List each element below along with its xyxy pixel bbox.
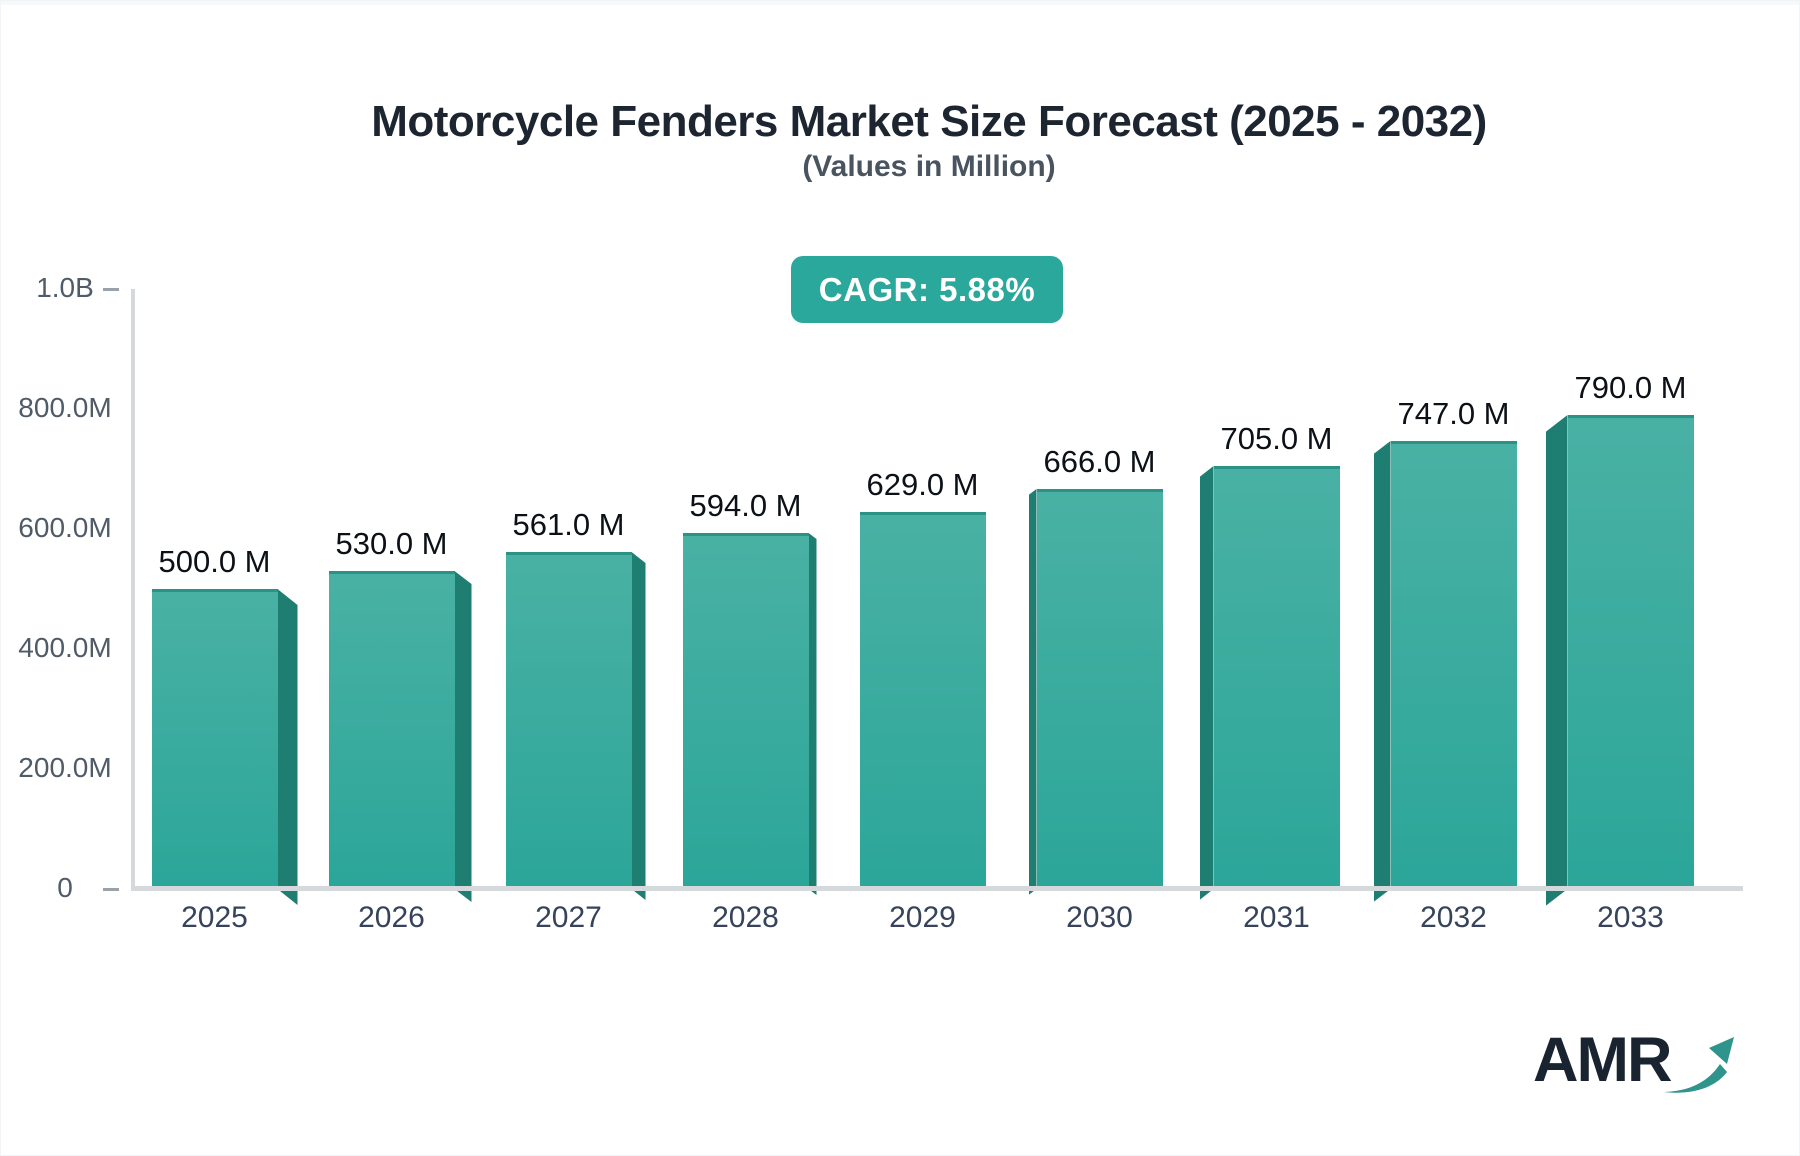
x-tick-label-2026: 2026 <box>358 901 425 934</box>
y-tick-label-0: 0 <box>57 872 73 903</box>
bar-2030 <box>1036 489 1163 889</box>
y-tick-label-600.0M: 600.0M <box>18 512 112 543</box>
x-tick-label-2025: 2025 <box>181 901 248 934</box>
bar-2032 <box>1390 441 1517 889</box>
bar-value-label-2028: 594.0 M <box>689 488 802 523</box>
bar-value-label-2033: 790.0 M <box>1574 370 1687 405</box>
bar-2031 <box>1213 466 1340 889</box>
y-tick-dash-1.0B <box>103 288 119 291</box>
bar-side-face-2033 <box>1546 415 1568 906</box>
bar-side-face-2030 <box>1029 489 1037 895</box>
x-tick-label-2031: 2031 <box>1243 901 1310 934</box>
bar-2027 <box>505 552 632 889</box>
bar-2026 <box>328 571 455 889</box>
x-tick-label-2033: 2033 <box>1597 901 1664 934</box>
y-tick-dash-0 <box>103 888 119 891</box>
bar-value-label-2026: 530.0 M <box>335 526 448 561</box>
x-tick-label-2030: 2030 <box>1066 901 1133 934</box>
bar-value-label-2031: 705.0 M <box>1220 421 1333 456</box>
x-tick-label-2032: 2032 <box>1420 901 1487 934</box>
bar-value-label-2032: 747.0 M <box>1397 396 1510 431</box>
bar-side-face-2025 <box>278 589 298 905</box>
y-tick-label-400.0M: 400.0M <box>18 632 112 663</box>
amr-logo: AMR <box>1533 1029 1736 1097</box>
bar-value-label-2027: 561.0 M <box>512 507 625 542</box>
bar-value-label-2030: 666.0 M <box>1043 444 1156 479</box>
chart-subtitle: (Values in Million) <box>802 150 1056 183</box>
y-tick-label-200.0M: 200.0M <box>18 752 112 783</box>
bar-side-face-2028 <box>809 533 817 895</box>
amr-logo-text: AMR <box>1533 1025 1672 1095</box>
bar-2029 <box>859 512 986 889</box>
growth-arrow-icon <box>1664 1037 1735 1093</box>
chart-title: Motorcycle Fenders Market Size Forecast … <box>371 97 1487 146</box>
cagr-badge-label: CAGR: 5.88% <box>818 270 1036 308</box>
x-tick-label-2029: 2029 <box>889 901 956 934</box>
x-tick-label-2027: 2027 <box>535 901 602 934</box>
bar-2033 <box>1567 415 1694 889</box>
x-tick-label-2028: 2028 <box>712 901 779 934</box>
y-tick-label-1.0B: 1.0B <box>36 272 94 303</box>
bar-value-label-2029: 629.0 M <box>866 467 979 502</box>
bar-2028 <box>682 533 809 889</box>
y-axis-line <box>131 289 135 891</box>
bar-value-label-2025: 500.0 M <box>158 544 271 579</box>
bar-side-face-2026 <box>455 571 472 902</box>
y-tick-label-800.0M: 800.0M <box>18 392 112 423</box>
bar-side-face-2032 <box>1374 441 1391 902</box>
bar-side-face-2031 <box>1200 466 1214 900</box>
cagr-badge: CAGR: 5.88% <box>791 256 1063 323</box>
x-axis-line <box>131 886 1743 891</box>
bar-side-face-2027 <box>632 552 646 900</box>
bar-2025 <box>151 589 278 889</box>
